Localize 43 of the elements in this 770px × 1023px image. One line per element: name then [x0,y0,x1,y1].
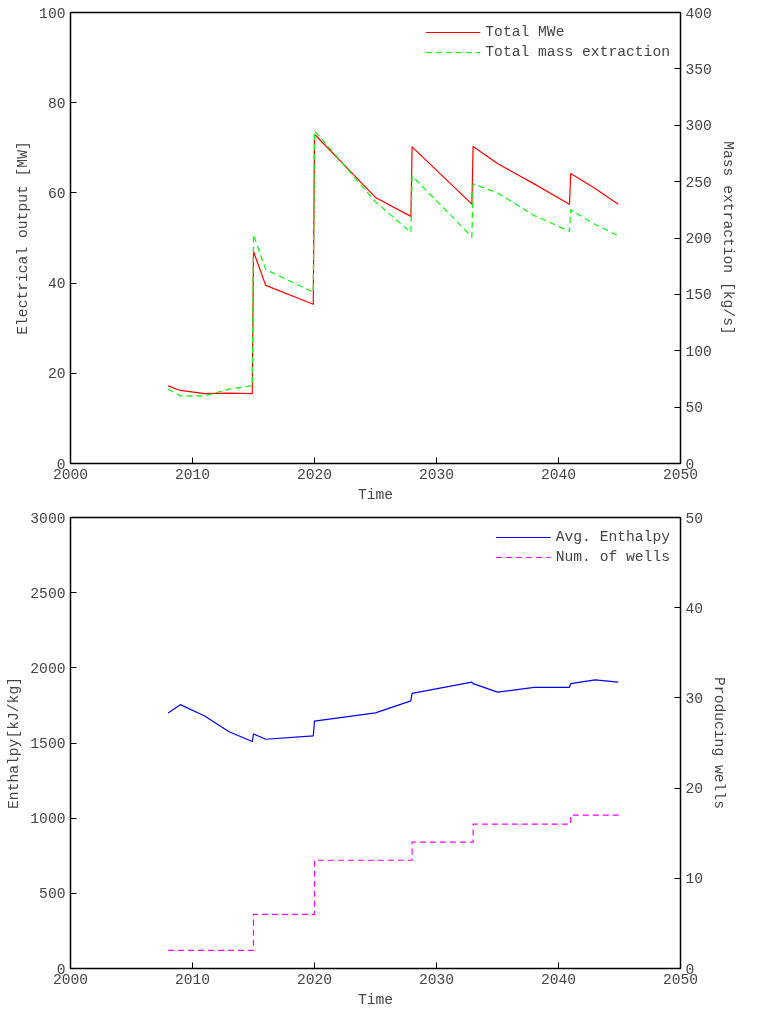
x-tick-label: 2020 [296,466,333,483]
y2-axis-title: Producing wells [711,677,728,809]
y-axis-title: Enthalpy[kJ/kg] [6,677,23,809]
y-tick-label: 20 [47,366,66,383]
line-series [167,679,619,743]
y-tick-label: 1500 [30,736,66,752]
y2-tick-label: 100 [685,343,712,360]
x-axis-title: Time [357,486,394,503]
legend-label: Avg. Enthalpy [555,529,670,545]
y-tick-label: 60 [47,185,66,202]
x-tick-label: 2040 [540,466,577,483]
y-tick-label: 1000 [30,811,66,828]
y2-tick-label: 20 [685,781,704,798]
x-tick-label: 2030 [418,466,455,483]
y2-tick-label: 250 [685,174,712,191]
legend-label: Total MWe [485,24,565,40]
x-tick-label: 2030 [418,971,455,988]
x-tick-label: 2010 [174,466,211,483]
y2-tick-label: 350 [685,61,712,78]
y2-tick-label: 50 [685,400,704,417]
y-axis-title: Electrical output [MW] [15,141,32,335]
y-tick-label: 80 [47,95,66,112]
y2-tick-label: 300 [685,118,712,135]
x-axis-title: Time [357,991,394,1008]
y2-tick-label: 40 [685,600,704,617]
y-tick-label: 2500 [30,585,66,602]
legend-label: Total mass extraction [485,44,670,60]
x-tick-label: 2020 [296,971,333,988]
legend-label: Num. of wells [555,549,670,565]
y2-tick-label: 400 [685,5,712,22]
y-tick-label: 2000 [30,660,66,677]
x-tick-label: 2010 [174,971,211,988]
y-tick-label: 500 [39,886,66,903]
y2-tick-label: 150 [685,287,712,304]
x-tick-label: 2040 [540,971,577,988]
y-tick-label: 40 [47,276,66,293]
y-tick-label: 3000 [30,510,66,527]
y2-tick-label: 50 [685,510,704,527]
y2-tick-label: 10 [685,871,704,888]
y2-tick-label: 200 [685,231,712,247]
y-tick-label: 100 [39,5,66,22]
y2-tick-label: 30 [685,690,704,707]
y2-axis-title: Mass extraction [kg/s] [719,141,736,335]
